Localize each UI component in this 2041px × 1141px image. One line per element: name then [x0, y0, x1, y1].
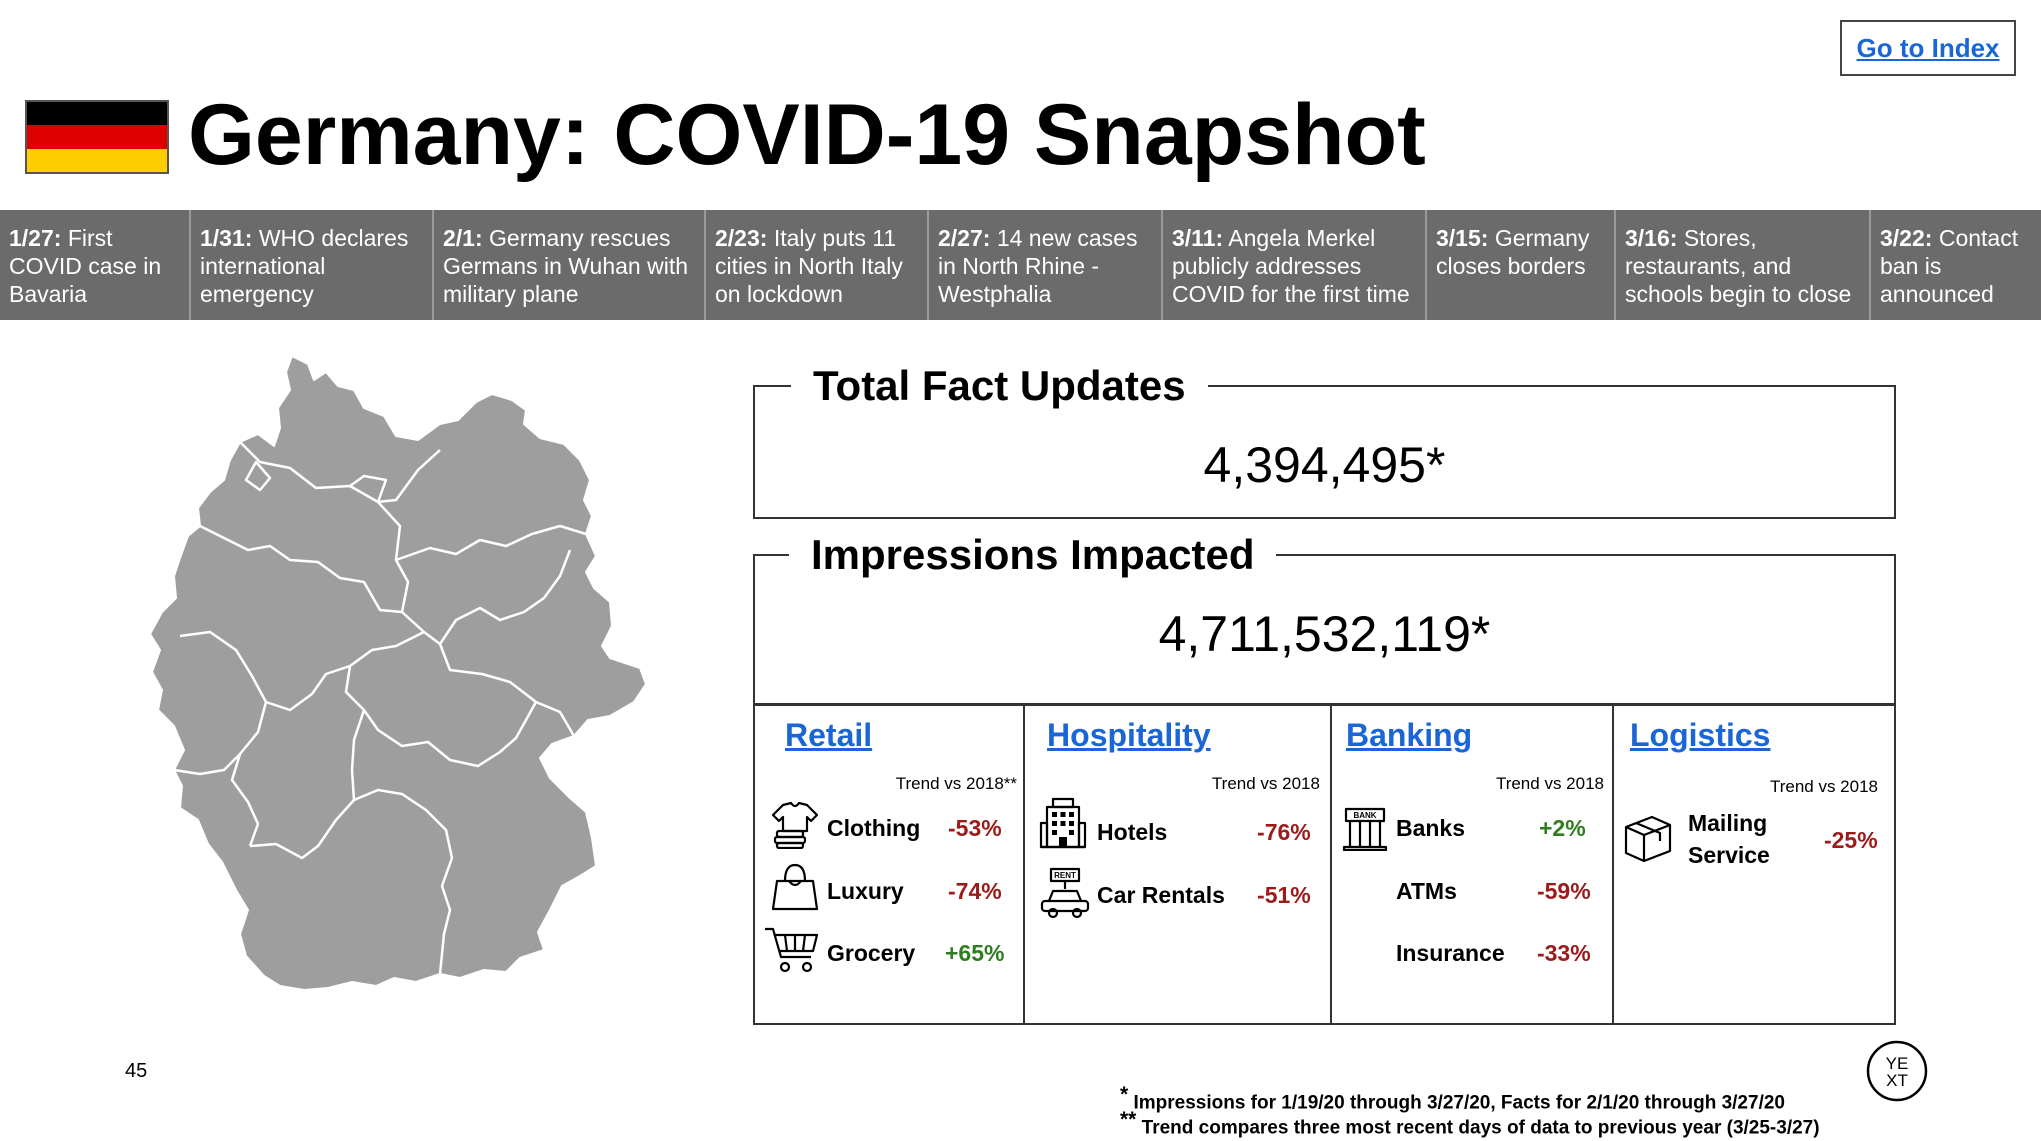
insurance-trend-value: -33%: [1536, 940, 1591, 966]
luxury-trend-value: -74%: [948, 878, 1002, 904]
insurance-label: Insurance: [1395, 940, 1505, 966]
svg-text:BANK: BANK: [1353, 811, 1376, 820]
svg-text:XT: XT: [1886, 1071, 1908, 1090]
retail-link[interactable]: Retail: [785, 717, 873, 753]
go-to-index-link[interactable]: Go to Index: [1840, 20, 2016, 76]
luxury-label: Luxury: [827, 878, 904, 904]
total-fact-updates-label: Total Fact Updates: [791, 361, 1208, 411]
handbag-icon: [771, 863, 819, 911]
clothing-icon: [771, 801, 819, 849]
logistics-panel: Logistics Trend vs 2018 Mailing Service -…: [1614, 705, 1894, 1023]
retail-panel: Retail Trend vs 2018** Clothing -53% Lux…: [755, 705, 1026, 1023]
clothing-trend-value: -53%: [948, 815, 1002, 841]
car-rental-icon: RENT: [1040, 867, 1090, 919]
trend-label: Trend vs 2018**: [895, 774, 1018, 793]
timeline-event: 2/1: Germany rescues Germans in Wuhan wi…: [434, 210, 706, 320]
timeline-event: 3/22: Contact ban is announced: [1880, 225, 2019, 307]
timeline-event: 1/31: WHO declares international emergen…: [191, 210, 434, 320]
footnote-trend: ** Trend compares three most recent days…: [1120, 1108, 1820, 1139]
banks-label: Banks: [1395, 815, 1466, 841]
mailing-service-label: Mailing Service: [1687, 810, 1770, 868]
logistics-link[interactable]: Logistics: [1629, 717, 1771, 753]
page-number: 45: [125, 1060, 148, 1082]
impressions-impacted-value: 4,711,532,119*: [1158, 606, 1491, 662]
impressions-impacted-label: Impressions Impacted: [789, 530, 1277, 580]
timeline-event: 3/16: Stores, restaurants, and schools b…: [1616, 210, 1871, 320]
hotels-label: Hotels: [1097, 819, 1168, 845]
shopping-cart-icon: [765, 927, 819, 973]
hospitality-link[interactable]: Hospitality: [1047, 717, 1211, 753]
germany-flag-icon: [25, 100, 169, 174]
timeline-event: 3/11: Angela Merkel publicly addresses C…: [1163, 210, 1427, 320]
total-fact-updates-value: 4,394,495*: [1203, 437, 1446, 493]
timeline-event: 2/23: Italy puts 11 cities in North Ital…: [706, 210, 929, 320]
timeline-event: 1/27: First COVID case in Bavaria: [0, 210, 191, 320]
impressions-impacted-box: Impressions Impacted 4,711,532,119*: [753, 530, 1896, 706]
trend-label: Trend vs 2018: [1211, 774, 1320, 793]
bank-icon: BANK: [1342, 807, 1388, 851]
banks-trend-value: +2%: [1538, 815, 1586, 841]
grocery-label: Grocery: [827, 940, 916, 966]
hospitality-panel: Hospitality Trend vs 2018 Hotels -76%: [1025, 705, 1332, 1023]
mailing-service-trend-value: -25%: [1823, 827, 1878, 853]
atms-label: ATMs: [1395, 878, 1457, 904]
car-rentals-trend-value: -51%: [1257, 882, 1311, 908]
footnote-impressions: * Impressions for 1/19/20 through 3/27/2…: [1120, 1083, 1785, 1114]
svg-text:YE: YE: [1886, 1054, 1909, 1073]
page-title: Germany: COVID-19 Snapshot: [188, 87, 1426, 183]
grocery-trend-value: +65%: [945, 940, 1005, 966]
trend-label: Trend vs 2018: [1769, 777, 1878, 796]
car-rentals-label: Car Rentals: [1097, 882, 1225, 908]
trend-label: Trend vs 2018: [1495, 774, 1604, 793]
banking-panel: Banking Trend vs 2018 BANK Banks +2% ATM…: [1332, 705, 1614, 1023]
package-icon: [1624, 815, 1672, 863]
svg-text:RENT: RENT: [1054, 871, 1076, 880]
yext-logo-icon: YE XT: [1866, 1040, 1928, 1102]
banking-link[interactable]: Banking: [1345, 717, 1473, 753]
timeline-event: 3/15: Germany closes borders: [1427, 210, 1616, 320]
category-trends-table: Retail Trend vs 2018** Clothing -53% Lux…: [753, 703, 1896, 1025]
timeline-bar: 1/27: First COVID case in Bavaria 1/31: …: [0, 210, 2041, 320]
atms-trend-value: -59%: [1536, 878, 1591, 904]
clothing-label: Clothing: [827, 815, 921, 841]
hotel-icon: [1039, 797, 1087, 849]
germany-map: [149, 355, 647, 991]
hotels-trend-value: -76%: [1257, 819, 1311, 845]
total-fact-updates-box: Total Fact Updates 4,394,495*: [753, 361, 1896, 519]
timeline-event: 2/27: 14 new cases in North Rhine - West…: [929, 210, 1163, 320]
